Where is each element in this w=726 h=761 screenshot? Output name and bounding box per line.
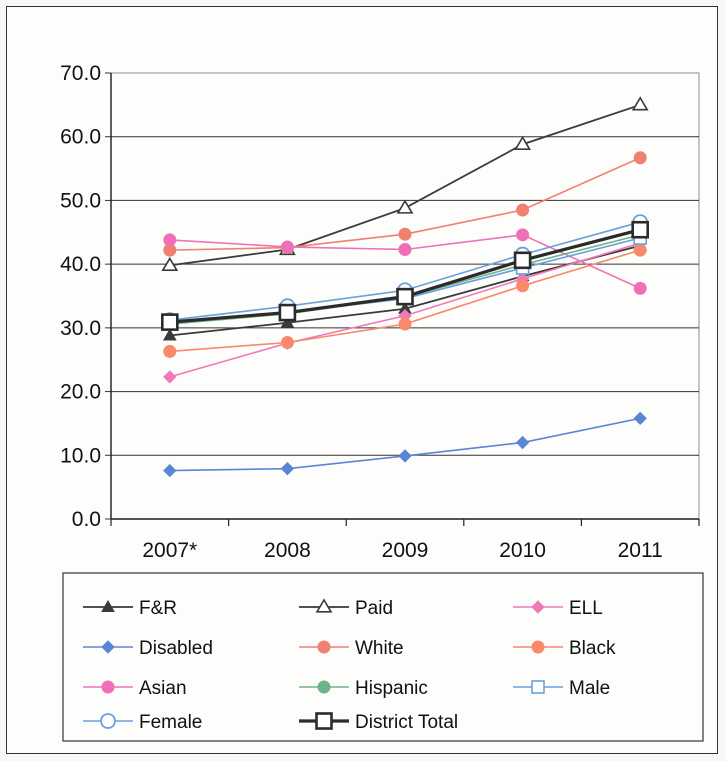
y-tick-label: 60.0 — [60, 126, 101, 149]
data-point — [633, 243, 647, 257]
legend-label: ELL — [569, 598, 603, 619]
legend-label: Black — [569, 638, 616, 659]
legend-label: Hispanic — [355, 678, 428, 699]
chart-frame: 0.0 10.0 20.0 30.0 40.0 50.0 60.0 70.0 2007* 2008… — [6, 6, 718, 754]
x-tick-label: 2009 — [382, 539, 429, 562]
legend-item-white: White — [299, 638, 404, 659]
data-point — [516, 203, 530, 217]
y-tick-label: 0.0 — [72, 508, 101, 531]
legend-label: Disabled — [139, 638, 213, 659]
data-point — [633, 281, 647, 295]
data-point — [280, 315, 295, 328]
legend-label: Female — [139, 712, 202, 733]
axes: 0.0 10.0 20.0 30.0 40.0 50.0 60.0 70.0 2007* 2008… — [60, 62, 700, 562]
data-point — [163, 370, 177, 384]
data-point — [163, 233, 177, 247]
legend-marker — [317, 640, 331, 654]
x-tick-label: 2011 — [618, 539, 663, 562]
legend-label: District Total — [355, 712, 458, 733]
legend-label: Asian — [139, 678, 187, 699]
legend-label: Male — [569, 678, 610, 699]
data-point — [633, 151, 647, 165]
line-chart: 0.0 10.0 20.0 30.0 40.0 50.0 60.0 70.0 2007* 2008… — [60, 62, 704, 742]
legend: F&R Paid ELL Disabled White Black Asian Hispani… — [62, 572, 704, 742]
data-point — [280, 461, 295, 476]
y-tick-label: 70.0 — [60, 62, 101, 85]
data-point — [398, 227, 412, 241]
legend-item-f-r: F&R — [83, 598, 177, 619]
data-point — [514, 135, 532, 150]
y-tick-label: 40.0 — [60, 253, 101, 276]
x-tick-label: 2007* — [142, 539, 197, 562]
legend-item-black: Black — [513, 638, 616, 659]
series-white — [163, 151, 647, 257]
data-point — [163, 463, 177, 478]
legend-marker — [101, 680, 115, 694]
data-point — [398, 242, 412, 256]
data-point — [278, 303, 297, 322]
y-tick-label: 20.0 — [60, 381, 101, 404]
series-lines — [161, 96, 650, 478]
y-tick-label: 30.0 — [60, 317, 101, 340]
data-point — [631, 96, 649, 111]
data-point — [396, 287, 414, 306]
legend-marker — [531, 600, 545, 614]
legend-marker — [101, 599, 115, 612]
series-disabled — [163, 411, 647, 478]
data-point — [513, 251, 532, 270]
legend-label: F&R — [139, 598, 177, 619]
legend-marker — [315, 712, 333, 730]
data-point — [161, 256, 179, 272]
legend-item-female: Female — [83, 712, 202, 733]
series-asian — [163, 228, 647, 295]
legend-item-paid: Paid — [299, 598, 393, 619]
data-point — [280, 240, 294, 254]
legend-marker — [101, 640, 115, 654]
series-line — [169, 234, 641, 290]
data-point — [161, 313, 179, 331]
series-black — [163, 243, 647, 358]
legend-marker — [315, 598, 333, 613]
legend-marker — [317, 680, 331, 694]
legend-item-ell: ELL — [513, 598, 603, 619]
legend-item-district-total: District Total — [299, 712, 458, 733]
data-point — [515, 435, 530, 450]
y-tick-label: 50.0 — [60, 189, 101, 212]
series-line — [169, 417, 641, 472]
data-point — [162, 328, 177, 341]
legend-item-hispanic: Hispanic — [299, 678, 428, 699]
data-point — [398, 449, 412, 463]
legend-marker — [531, 640, 545, 654]
data-point — [516, 279, 530, 293]
data-point — [163, 344, 177, 358]
legend-label: White — [355, 638, 404, 659]
data-point — [631, 220, 650, 239]
legend-item-male: Male — [513, 678, 610, 699]
data-point — [280, 336, 294, 350]
data-point — [398, 317, 412, 331]
series-district-total — [161, 220, 650, 331]
legend-box — [62, 572, 704, 742]
y-tick-label: 10.0 — [60, 444, 101, 467]
legend-item-disabled: Disabled — [83, 638, 213, 659]
legend-item-asian: Asian — [83, 678, 187, 699]
x-tick-label: 2008 — [264, 539, 311, 562]
legend-label: Paid — [355, 598, 393, 619]
legend-marker — [531, 680, 545, 694]
x-tick-label: 2010 — [499, 539, 546, 562]
data-point — [516, 228, 530, 242]
data-point — [633, 411, 647, 426]
legend-marker — [100, 713, 116, 729]
data-point — [396, 199, 414, 214]
